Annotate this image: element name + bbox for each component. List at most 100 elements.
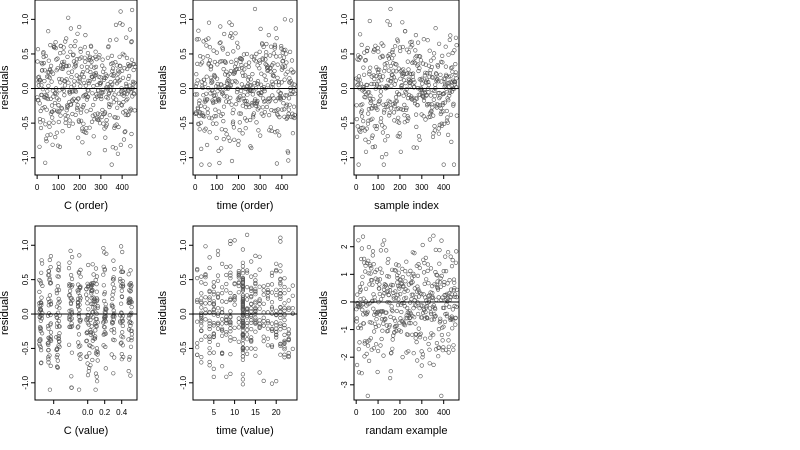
data-point — [377, 291, 382, 297]
data-point — [84, 292, 89, 297]
data-point — [218, 24, 223, 29]
data-point — [360, 307, 365, 313]
data-point — [356, 81, 361, 87]
data-point — [421, 61, 426, 66]
data-point — [93, 351, 99, 356]
data-point — [78, 296, 83, 301]
data-point — [232, 238, 237, 243]
data-point — [195, 297, 200, 303]
data-point — [216, 148, 221, 153]
data-point — [270, 85, 275, 90]
y-tick-label: 1.0 — [179, 13, 188, 25]
data-point — [410, 332, 415, 337]
data-point — [82, 55, 87, 60]
data-point — [117, 54, 122, 59]
data-point — [224, 281, 229, 287]
data-point — [417, 265, 422, 271]
data-point — [274, 54, 279, 59]
data-point — [374, 279, 380, 285]
data-point — [396, 263, 401, 268]
data-point — [63, 116, 68, 122]
data-point — [275, 129, 280, 134]
data-point — [236, 316, 241, 321]
data-point — [387, 22, 393, 28]
data-point — [438, 111, 443, 117]
data-point — [119, 357, 124, 362]
data-point — [55, 56, 60, 61]
data-point — [371, 97, 376, 102]
data-point — [54, 91, 59, 96]
data-point — [38, 307, 44, 312]
data-point — [255, 81, 260, 86]
data-point — [446, 52, 451, 57]
data-point — [249, 306, 254, 311]
data-point — [48, 338, 54, 343]
data-point — [56, 324, 62, 329]
data-point — [273, 130, 278, 135]
data-point — [93, 334, 98, 339]
data-point — [390, 346, 395, 351]
data-point — [228, 326, 233, 331]
data-point — [102, 250, 107, 255]
data-point — [48, 330, 54, 335]
data-point — [66, 123, 72, 128]
data-point — [120, 330, 125, 335]
data-point — [425, 268, 430, 274]
data-point — [211, 332, 216, 337]
data-point — [431, 113, 436, 118]
data-point — [446, 98, 451, 103]
data-point — [112, 92, 117, 97]
data-point — [67, 293, 72, 298]
data-point — [265, 321, 271, 326]
data-point — [110, 282, 115, 287]
data-point — [50, 71, 56, 76]
data-point — [234, 57, 239, 62]
data-point — [265, 319, 271, 324]
data-point — [224, 320, 229, 326]
data-point — [269, 381, 275, 386]
data-point — [211, 374, 216, 380]
data-point — [55, 66, 60, 71]
data-point — [245, 285, 250, 290]
x-tick-label: 100 — [371, 408, 385, 417]
data-point — [218, 40, 223, 45]
data-point — [215, 306, 221, 311]
data-point — [104, 73, 110, 79]
data-point — [69, 324, 74, 330]
data-point — [265, 343, 271, 348]
data-point — [215, 342, 221, 348]
data-point — [57, 50, 63, 56]
data-point — [269, 328, 275, 333]
data-point — [102, 66, 107, 71]
data-point — [399, 82, 405, 88]
data-point — [378, 89, 384, 94]
data-point — [363, 286, 369, 291]
data-point — [207, 359, 212, 365]
data-point — [60, 66, 65, 71]
data-point — [79, 64, 84, 69]
data-point — [125, 96, 130, 101]
data-point — [286, 307, 291, 312]
data-point — [430, 75, 435, 80]
data-point — [400, 275, 405, 280]
data-point — [120, 323, 125, 329]
data-point — [417, 137, 422, 142]
data-point — [93, 371, 99, 376]
data-point — [38, 281, 44, 286]
data-point — [231, 119, 236, 124]
data-point — [217, 97, 222, 102]
panel-4: -0.4 0.0 0.2 0.4-1.0-0.50.00.51.0C (value)r… — [0, 225, 138, 437]
data-point — [100, 107, 105, 113]
data-point — [444, 73, 449, 79]
data-point — [199, 291, 204, 296]
data-point — [421, 292, 426, 297]
data-point — [48, 312, 53, 318]
data-point — [407, 80, 412, 85]
data-point — [430, 284, 435, 289]
data-point — [42, 78, 47, 84]
data-point — [451, 288, 456, 293]
data-point — [406, 272, 411, 277]
data-point — [437, 248, 442, 253]
data-point — [246, 64, 251, 69]
